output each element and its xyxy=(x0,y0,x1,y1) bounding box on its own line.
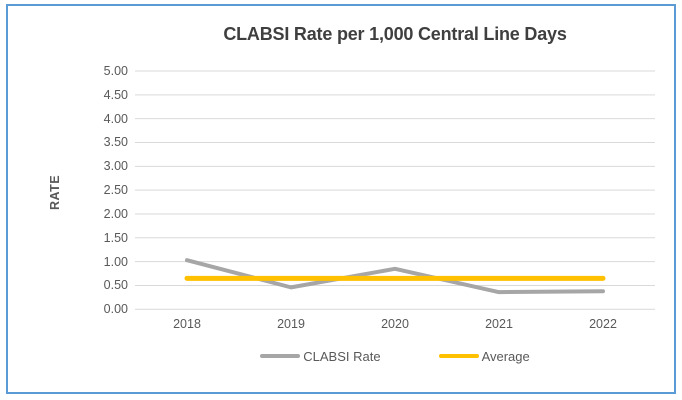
legend-label: Average xyxy=(481,348,530,364)
y-axis-tick-label: 4.00 xyxy=(103,111,128,126)
legend-item-clabsi-rate: CLABSI Rate xyxy=(260,348,381,364)
legend-line-swatch xyxy=(260,353,301,359)
x-axis-category-label: 2020 xyxy=(381,317,409,331)
y-axis-tick-label: 4.50 xyxy=(103,87,128,102)
legend-line-swatch xyxy=(438,353,479,359)
y-axis-tick-label: 1.00 xyxy=(103,254,128,269)
y-axis-tick-label: 0.00 xyxy=(103,302,128,317)
legend-label: CLABSI Rate xyxy=(303,348,381,364)
y-axis-tick-label: 2.50 xyxy=(103,183,128,198)
x-axis-category-label: 2022 xyxy=(589,317,617,331)
x-axis-category-label: 2019 xyxy=(277,317,305,331)
y-axis-tick-label: 2.00 xyxy=(103,206,128,221)
chart-title: CLABSI Rate per 1,000 Central Line Days xyxy=(223,24,567,44)
y-axis-tick-label: 1.50 xyxy=(103,230,128,245)
y-axis-tick-label: 5.00 xyxy=(103,64,128,78)
y-axis-tick-label: 3.00 xyxy=(103,159,128,174)
y-axis-tick-label: 0.50 xyxy=(103,278,128,293)
chart-frame xyxy=(6,4,676,394)
legend: CLABSI Rate Average xyxy=(135,346,655,366)
x-axis-category-label: 2018 xyxy=(173,317,201,331)
y-axis-tick-label: 3.50 xyxy=(103,135,128,150)
x-axis-category-label: 2021 xyxy=(485,317,513,331)
legend-item-average: Average xyxy=(438,348,530,364)
